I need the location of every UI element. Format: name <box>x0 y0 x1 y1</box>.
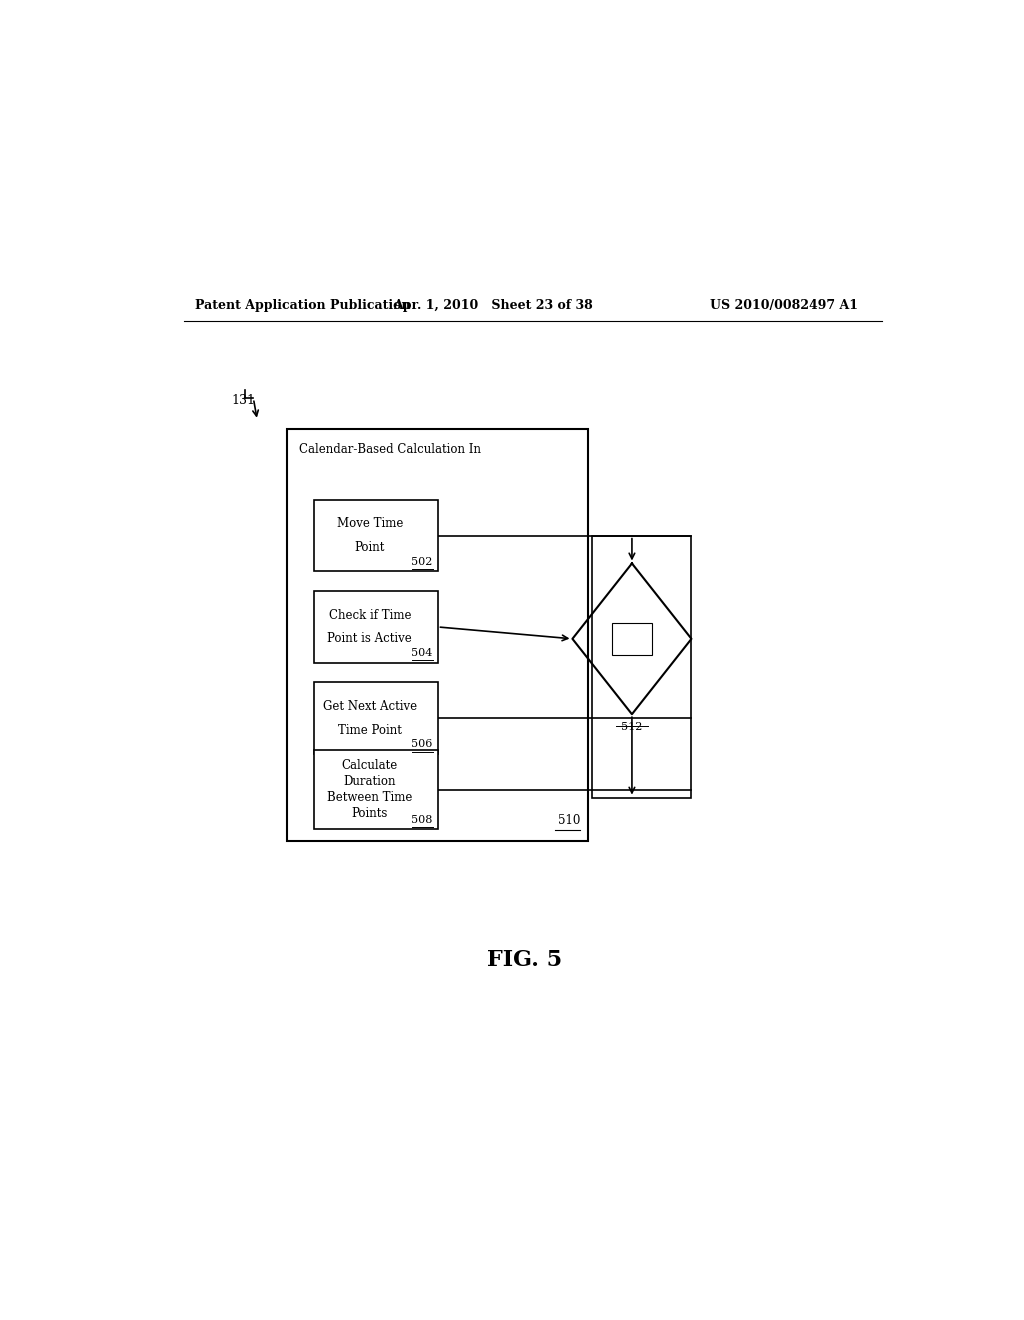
Bar <box>314 591 437 663</box>
Bar <box>314 750 437 829</box>
Text: Move Time: Move Time <box>337 517 403 531</box>
Text: 506: 506 <box>412 739 433 750</box>
Text: Point is Active: Point is Active <box>328 632 413 645</box>
Bar <box>287 429 588 841</box>
Text: Patent Application Publication: Patent Application Publication <box>196 300 411 312</box>
Text: Get Next Active: Get Next Active <box>323 700 417 713</box>
Text: Time Point: Time Point <box>338 723 401 737</box>
Text: Between Time: Between Time <box>327 791 413 804</box>
Text: 502: 502 <box>412 557 433 566</box>
Bar <box>592 536 691 797</box>
Text: 504: 504 <box>412 648 433 657</box>
Text: US 2010/0082497 A1: US 2010/0082497 A1 <box>710 300 858 312</box>
Text: 131: 131 <box>231 395 255 408</box>
Bar <box>314 500 437 572</box>
Text: 510: 510 <box>558 814 581 826</box>
Text: FIG. 5: FIG. 5 <box>487 949 562 972</box>
Text: Apr. 1, 2010   Sheet 23 of 38: Apr. 1, 2010 Sheet 23 of 38 <box>393 300 593 312</box>
Text: Points: Points <box>351 807 388 820</box>
Text: Calendar-Based Calculation In: Calendar-Based Calculation In <box>299 442 480 455</box>
Text: 512: 512 <box>622 722 643 733</box>
Text: Point: Point <box>354 541 385 554</box>
Text: Check if Time: Check if Time <box>329 609 411 622</box>
Bar <box>612 623 652 655</box>
Text: Duration: Duration <box>344 775 396 788</box>
Text: Calculate: Calculate <box>342 759 398 772</box>
Bar <box>314 682 437 754</box>
Text: 508: 508 <box>412 814 433 825</box>
